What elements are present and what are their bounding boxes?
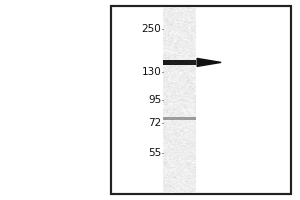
Bar [111,6,291,194]
Bar [163,60,196,65]
Text: 130: 130 [142,67,161,77]
Text: 95: 95 [148,95,161,105]
Polygon shape [197,58,221,66]
Bar [111,6,291,194]
Text: 250: 250 [142,24,161,34]
Text: 72: 72 [148,118,161,128]
Text: 55: 55 [148,148,161,158]
Bar [163,117,196,120]
